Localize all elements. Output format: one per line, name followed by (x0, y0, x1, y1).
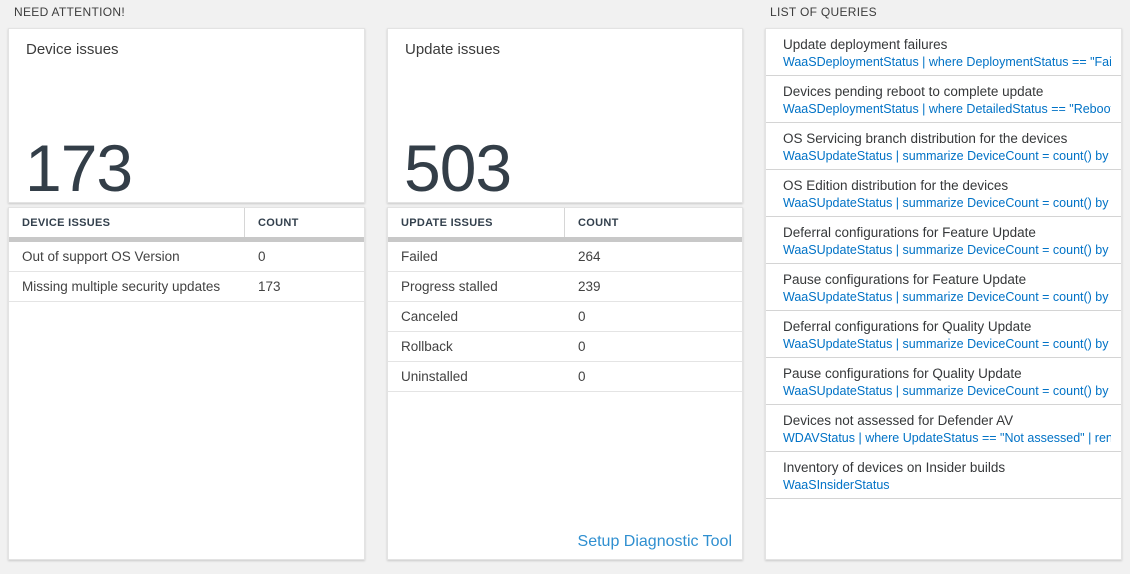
query-title: OS Servicing branch distribution for the… (783, 131, 1068, 146)
update-compliance-dashboard: NEED ATTENTION! Device issues 173 DEVICE… (8, 5, 1122, 560)
query-text: WaaSUpdateStatus | summarize DeviceCount… (783, 384, 1111, 398)
row-count: 239 (578, 279, 601, 294)
query-item-devices-pending-reboot[interactable]: Devices pending reboot to complete updat… (766, 76, 1121, 123)
query-title: Inventory of devices on Insider builds (783, 460, 1006, 475)
table-row-out-of-support[interactable]: Out of support OS Version 0 (9, 242, 364, 272)
row-count: 0 (578, 339, 586, 354)
query-text: WaaSUpdateStatus | summarize DeviceCount… (783, 290, 1111, 304)
update-issues-column-header: UPDATE ISSUES (388, 208, 565, 237)
query-item-os-edition-distribution[interactable]: OS Edition distribution for the devices … (766, 170, 1121, 217)
table-footer: Setup Diagnostic Tool (388, 533, 742, 559)
device-issues-column-header: DEVICE ISSUES (9, 208, 245, 237)
need-attention-section: NEED ATTENTION! Device issues 173 DEVICE… (8, 5, 743, 560)
row-label: Uninstalled (401, 369, 468, 384)
table-empty-space (388, 392, 742, 533)
query-title: Devices pending reboot to complete updat… (783, 84, 1044, 99)
query-title: Pause configurations for Feature Update (783, 272, 1027, 287)
count-column-header: COUNT (578, 216, 619, 229)
query-text: WaaSDeploymentStatus | where DeploymentS… (783, 55, 1111, 69)
query-title: Pause configurations for Quality Update (783, 366, 1022, 381)
query-text: WaaSDeploymentStatus | where DetailedSta… (783, 102, 1111, 116)
query-title: OS Edition distribution for the devices (783, 178, 1009, 193)
row-label: Missing multiple security updates (22, 279, 221, 294)
query-item-pause-feature-update[interactable]: Pause configurations for Feature Update … (766, 264, 1121, 311)
row-count: 264 (578, 249, 601, 264)
table-row-failed[interactable]: Failed 264 (388, 242, 742, 272)
query-title: Deferral configurations for Feature Upda… (783, 225, 1036, 240)
row-count: 173 (258, 279, 281, 294)
query-list-panel: Update deployment failures WaaSDeploymen… (765, 28, 1122, 560)
table-header-divider-bar (388, 237, 742, 242)
query-text: WaaSUpdateStatus | summarize DeviceCount… (783, 196, 1111, 210)
row-count: 0 (578, 309, 586, 324)
device-issues-column: Device issues 173 DEVICE ISSUES COUNT Ou… (8, 28, 365, 560)
table-row-progress-stalled[interactable]: Progress stalled 239 (388, 272, 742, 302)
update-issues-column: Update issues 503 UPDATE ISSUES COUNT Fa… (387, 28, 743, 560)
query-item-deferral-quality-update[interactable]: Deferral configurations for Quality Upda… (766, 311, 1121, 358)
setup-diagnostic-tool-link[interactable]: Setup Diagnostic Tool (577, 533, 732, 550)
query-text: WDAVStatus | where UpdateStatus == "Not … (783, 431, 1111, 445)
count-column-header: COUNT (258, 216, 299, 229)
list-of-queries-heading: LIST OF QUERIES (770, 5, 877, 19)
row-label: Progress stalled (401, 279, 498, 294)
query-text: WaaSUpdateStatus | summarize DeviceCount… (783, 243, 1111, 257)
table-header-divider-bar (9, 237, 364, 242)
update-issues-count: 503 (404, 131, 512, 205)
update-issues-tile[interactable]: Update issues 503 (387, 28, 743, 203)
row-label: Rollback (401, 339, 453, 354)
table-row-rollback[interactable]: Rollback 0 (388, 332, 742, 362)
update-issues-table-header: UPDATE ISSUES COUNT (388, 208, 742, 237)
device-issues-tile-title: Device issues (26, 41, 119, 58)
query-item-pause-quality-update[interactable]: Pause configurations for Quality Update … (766, 358, 1121, 405)
table-empty-space (9, 302, 364, 559)
row-count: 0 (578, 369, 586, 384)
table-row-canceled[interactable]: Canceled 0 (388, 302, 742, 332)
need-attention-heading: NEED ATTENTION! (14, 5, 125, 19)
device-issues-table-header: DEVICE ISSUES COUNT (9, 208, 364, 237)
device-issues-count: 173 (25, 131, 133, 205)
query-text: WaaSUpdateStatus | summarize DeviceCount… (783, 337, 1111, 351)
table-row-missing-updates[interactable]: Missing multiple security updates 173 (9, 272, 364, 302)
query-item-devices-not-assessed-defender[interactable]: Devices not assessed for Defender AV WDA… (766, 405, 1121, 452)
row-count: 0 (258, 249, 266, 264)
update-issues-tile-title: Update issues (405, 41, 501, 58)
query-text: WaaSUpdateStatus | summarize DeviceCount… (783, 149, 1111, 163)
row-label: Out of support OS Version (22, 249, 180, 264)
table-row-uninstalled[interactable]: Uninstalled 0 (388, 362, 742, 392)
query-item-os-servicing-branch[interactable]: OS Servicing branch distribution for the… (766, 123, 1121, 170)
query-title: Update deployment failures (783, 37, 948, 52)
row-label: Failed (401, 249, 438, 264)
query-text: WaaSInsiderStatus (783, 478, 890, 492)
update-issues-table: UPDATE ISSUES COUNT Failed 264 Progress … (387, 207, 743, 560)
query-title: Devices not assessed for Defender AV (783, 413, 1014, 428)
query-item-update-deployment-failures[interactable]: Update deployment failures WaaSDeploymen… (766, 29, 1121, 76)
row-label: Canceled (401, 309, 459, 324)
query-title: Deferral configurations for Quality Upda… (783, 319, 1032, 334)
device-issues-tile[interactable]: Device issues 173 (8, 28, 365, 203)
device-issues-table: DEVICE ISSUES COUNT Out of support OS Ve… (8, 207, 365, 560)
query-item-insider-builds-inventory[interactable]: Inventory of devices on Insider builds W… (766, 452, 1121, 499)
query-panel-empty-space (766, 499, 1121, 559)
list-of-queries-section: LIST OF QUERIES Update deployment failur… (765, 5, 1122, 560)
query-item-deferral-feature-update[interactable]: Deferral configurations for Feature Upda… (766, 217, 1121, 264)
